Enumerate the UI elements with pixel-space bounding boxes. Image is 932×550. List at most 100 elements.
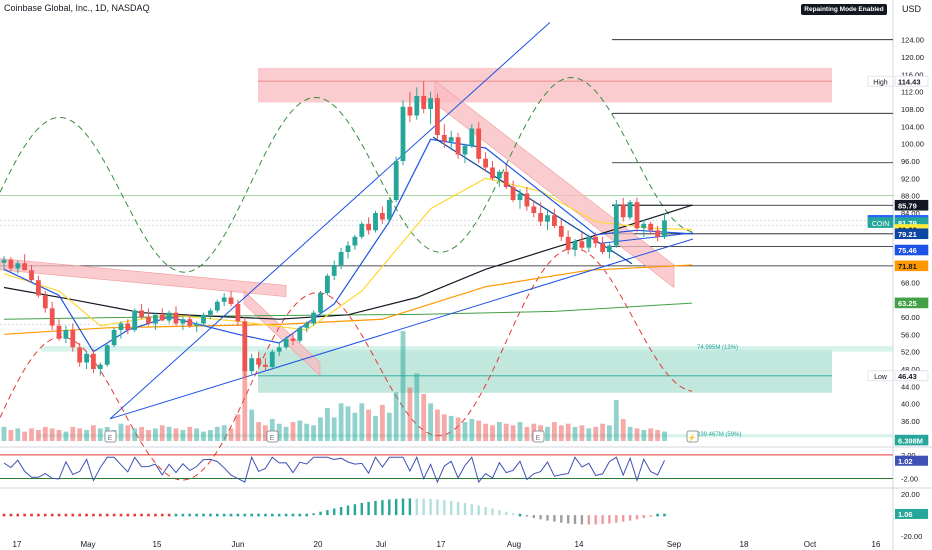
momentum-bar: [319, 511, 322, 516]
momentum-dot: [9, 513, 13, 517]
momentum-bar: [532, 515, 535, 518]
x-tick-label: 20: [314, 540, 323, 549]
momentum-bar: [491, 508, 494, 516]
momentum-dot: [174, 513, 178, 517]
volume-bar: [428, 403, 433, 441]
momentum-dot: [160, 513, 164, 517]
volume-bar: [483, 423, 488, 441]
y-tick-label: 116.00: [901, 70, 923, 79]
volume-bar: [407, 387, 413, 441]
momentum-bar: [429, 498, 432, 516]
momentum-bar: [573, 515, 577, 524]
momentum-dot: [119, 513, 123, 517]
volume-bar: [1, 426, 7, 441]
y-tick-label: 48.00: [901, 365, 920, 374]
candle-body: [531, 206, 537, 213]
y-tick-label: 44.00: [901, 382, 920, 391]
candle-body: [263, 364, 268, 367]
candle-body: [249, 358, 255, 372]
momentum-dot: [154, 513, 157, 517]
x-tick-label: 17: [13, 540, 22, 549]
volume-bar: [263, 425, 268, 441]
volume-bar: [600, 423, 605, 441]
momentum-dot: [147, 513, 150, 517]
volume-bar: [586, 428, 592, 441]
volume-bar: [304, 423, 310, 441]
momentum-bar: [498, 510, 501, 516]
symbol-title[interactable]: Coinbase Global, Inc., 1D, NASDAQ: [4, 3, 150, 13]
volume-bar: [373, 415, 378, 441]
candle-body: [359, 223, 365, 237]
volume-bar: [469, 419, 475, 441]
volume-bar: [214, 426, 220, 441]
momentum-dot: [57, 513, 61, 517]
price-label-text: 63.25: [898, 299, 917, 308]
volume-bar: [545, 426, 550, 441]
momentum-dot: [257, 513, 260, 517]
y-tick-label: 96.00: [901, 157, 920, 166]
volume-bar: [29, 428, 34, 441]
volume-bar: [627, 426, 633, 441]
momentum-dot: [30, 513, 33, 517]
candle-body: [517, 193, 523, 200]
ma-black: [3, 204, 693, 320]
momentum-bar: [463, 503, 467, 516]
candle-body: [15, 263, 21, 269]
event-marker-label: E: [536, 435, 541, 442]
candle-body: [276, 347, 282, 352]
x-tick-label: Sep: [667, 540, 682, 549]
candle-body: [634, 202, 640, 229]
momentum-bar: [367, 501, 370, 516]
price-label: [894, 199, 929, 211]
candle-body: [125, 323, 131, 330]
volume-bar: [359, 403, 365, 441]
y-tick-label: 104.00: [901, 122, 924, 131]
candle-body: [586, 236, 592, 248]
momentum-bar: [628, 515, 632, 521]
momentum-dot: [277, 513, 281, 517]
candle-body: [63, 330, 69, 339]
volume-bar: [352, 412, 358, 441]
volume-bar: [593, 426, 599, 441]
momentum-dot: [92, 513, 95, 517]
momentum-dot: [222, 513, 226, 517]
momentum-dot: [181, 513, 185, 517]
momentum-bar: [415, 498, 418, 516]
momentum-value-label: [895, 508, 928, 519]
candle-body: [159, 314, 165, 321]
volume-bar: [42, 426, 48, 441]
volume-bar: [180, 430, 186, 441]
volume-bar: [56, 430, 62, 441]
momentum-dot: [2, 513, 6, 517]
candle-body: [476, 128, 482, 159]
candle-body: [565, 236, 571, 250]
candle-body: [139, 310, 144, 317]
momentum-bar: [553, 515, 556, 522]
candle-body: [104, 345, 110, 365]
momentum-bar: [360, 503, 363, 516]
candle-body: [180, 319, 186, 324]
event-marker-label: E: [270, 435, 275, 442]
candle-body: [208, 310, 213, 315]
momentum-bar: [477, 505, 480, 515]
event-marker-label: E: [108, 435, 113, 442]
ma-orange: [3, 264, 693, 335]
price-label: [894, 228, 929, 240]
candle-body: [256, 358, 261, 365]
volume-bar: [249, 409, 255, 441]
candle-body: [187, 319, 193, 326]
event-marker: [266, 430, 279, 443]
volume-bar: [607, 425, 612, 441]
candle-body: [70, 330, 76, 348]
volume-bar: [565, 423, 571, 441]
momentum-dot: [43, 513, 47, 517]
candle-body: [428, 98, 433, 109]
candle-body: [132, 310, 138, 330]
candle-body: [400, 106, 406, 161]
candle-body: [641, 223, 647, 229]
candle-body: [490, 167, 495, 179]
volume-bar: [448, 415, 454, 441]
candle-body: [235, 304, 241, 322]
